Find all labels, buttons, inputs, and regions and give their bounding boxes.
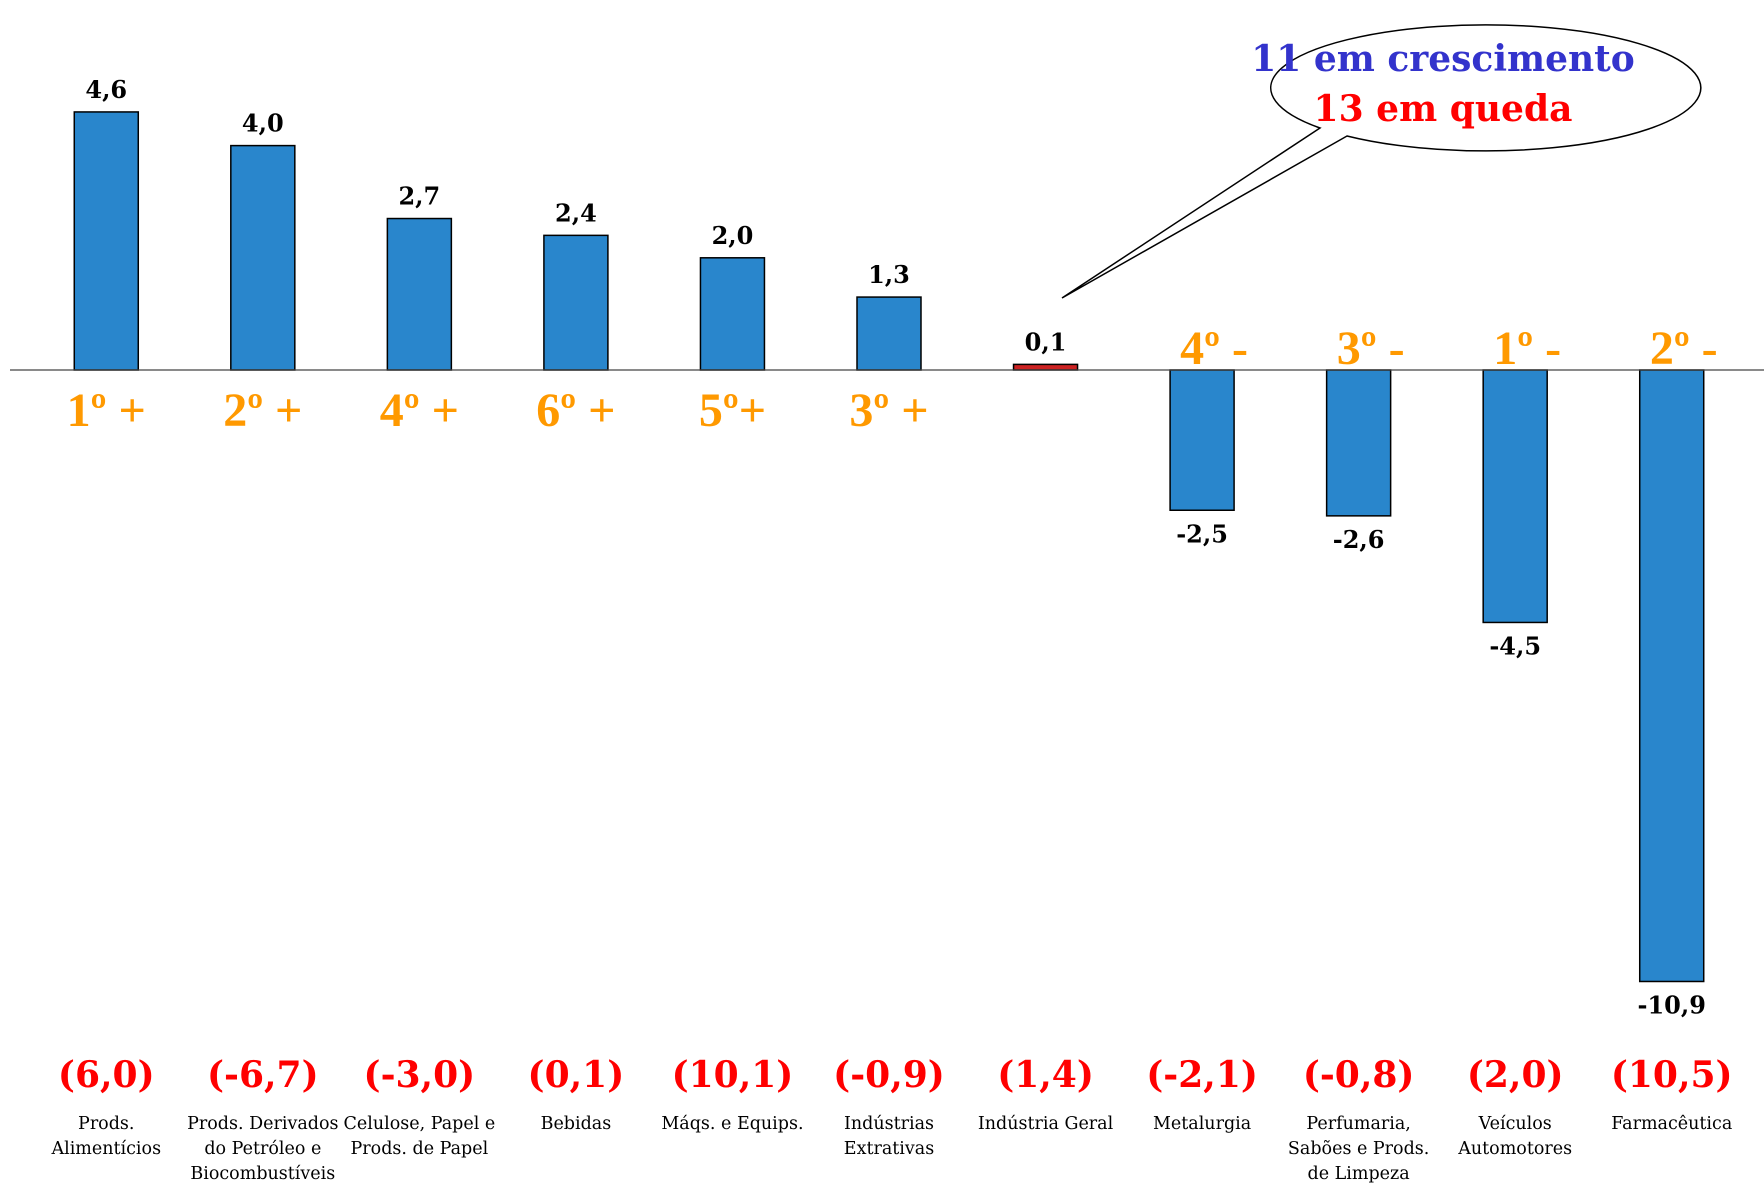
category-label-9-1: Automotores — [1457, 1139, 1572, 1159]
category-label-1-0: Prods. Derivados — [187, 1114, 338, 1134]
category-label-0-0: Prods. — [78, 1114, 134, 1134]
value-label-5: 1,3 — [868, 260, 910, 289]
rank-label-9: 1º - — [1493, 322, 1561, 375]
previous-label-6: (1,4) — [997, 1054, 1094, 1096]
previous-label-7: (-2,1) — [1146, 1054, 1258, 1096]
category-label-10-0: Farmacêutica — [1611, 1114, 1732, 1134]
rank-label-2: 4º + — [380, 384, 459, 437]
bar-9 — [1482, 369, 1548, 624]
previous-label-5: (-0,9) — [833, 1054, 945, 1096]
category-label-5-1: Extrativas — [844, 1139, 934, 1159]
category-label-2-0: Celulose, Papel e — [344, 1114, 496, 1134]
previous-label-0: (6,0) — [58, 1054, 155, 1096]
bar-3 — [543, 234, 609, 371]
category-label-1-2: Biocombustíveis — [190, 1164, 335, 1184]
value-label-1: 4,0 — [242, 109, 284, 138]
callout: 11 em crescimento 13 em queda — [1061, 24, 1702, 299]
previous-label-2: (-3,0) — [364, 1054, 476, 1096]
bar-2 — [386, 217, 453, 371]
callout-bubble — [1061, 24, 1702, 299]
value-label-7: -2,5 — [1176, 519, 1228, 548]
category-label-1-1: do Petróleo e — [204, 1139, 321, 1159]
category-label-5-0: Indústrias — [844, 1114, 934, 1134]
rank-label-10: 2º - — [1650, 322, 1718, 375]
previous-label-4: (10,1) — [672, 1054, 794, 1096]
bar-5 — [856, 296, 922, 371]
category-label-8-0: Perfumaria, — [1306, 1114, 1410, 1134]
previous-label-10: (10,5) — [1611, 1054, 1733, 1096]
bar-10 — [1638, 369, 1705, 983]
rank-label-3: 6º + — [536, 384, 615, 437]
previous-label-9: (2,0) — [1467, 1054, 1564, 1096]
callout-line-growth: 11 em crescimento — [1251, 38, 1635, 80]
rank-label-7: 4º - — [1180, 322, 1248, 375]
bar-8 — [1325, 369, 1392, 517]
rank-label-0: 1º + — [67, 384, 146, 437]
value-label-9: -4,5 — [1489, 631, 1541, 660]
bar-4 — [699, 257, 766, 371]
value-label-4: 2,0 — [712, 221, 754, 250]
value-label-3: 2,4 — [555, 198, 597, 227]
category-label-4-0: Máqs. e Equips. — [661, 1114, 803, 1134]
bar-0 — [73, 111, 140, 371]
bar-7 — [1169, 369, 1235, 511]
previous-label-8: (-0,8) — [1303, 1054, 1415, 1096]
category-label-3-0: Bebidas — [541, 1114, 612, 1134]
value-label-2: 2,7 — [398, 182, 440, 211]
category-label-8-1: Sabões e Prods. — [1288, 1139, 1429, 1159]
rank-label-5: 3º + — [849, 384, 928, 437]
callout-line-decline: 13 em queda — [1314, 88, 1573, 130]
previous-label-3: (0,1) — [528, 1054, 625, 1096]
bar-6 — [1012, 363, 1079, 371]
category-label-6-0: Indústria Geral — [978, 1114, 1114, 1134]
previous-label-1: (-6,7) — [207, 1054, 319, 1096]
category-label-8-2: de Limpeza — [1308, 1164, 1410, 1184]
rank-label-1: 2º + — [223, 384, 302, 437]
value-label-8: -2,6 — [1333, 525, 1385, 554]
rank-label-8: 3º - — [1337, 322, 1405, 375]
category-label-2-1: Prods. de Papel — [351, 1139, 489, 1159]
category-label-7-0: Metalurgia — [1153, 1114, 1251, 1134]
bar-1 — [230, 144, 296, 371]
value-label-6: 0,1 — [1025, 327, 1067, 356]
rank-label-4: 5º+ — [699, 384, 766, 437]
value-label-0: 4,6 — [85, 75, 127, 104]
category-label-9-0: Veículos — [1478, 1114, 1552, 1134]
value-label-10: -10,9 — [1638, 990, 1706, 1019]
category-label-0-1: Alimentícios — [50, 1139, 161, 1159]
